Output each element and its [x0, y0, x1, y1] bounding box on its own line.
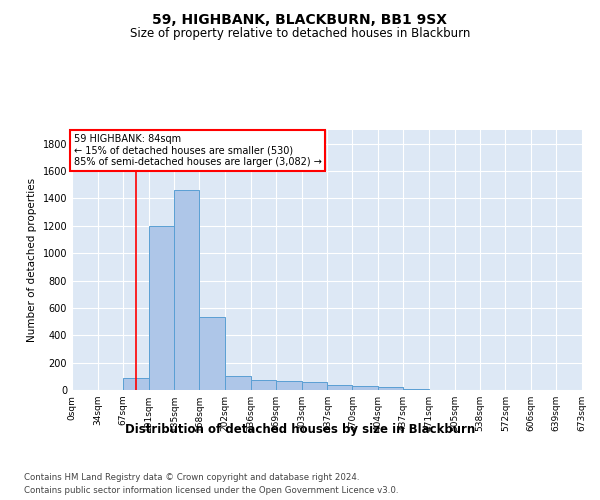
Text: 59, HIGHBANK, BLACKBURN, BB1 9SX: 59, HIGHBANK, BLACKBURN, BB1 9SX [152, 12, 448, 26]
Text: Contains HM Land Registry data © Crown copyright and database right 2024.: Contains HM Land Registry data © Crown c… [24, 472, 359, 482]
Bar [149, 226, 175, 390]
Bar [199, 318, 225, 390]
Bar [302, 382, 328, 390]
Text: 59 HIGHBANK: 84sqm
← 15% of detached houses are smaller (530)
85% of semi-detach: 59 HIGHBANK: 84sqm ← 15% of detached hou… [74, 134, 322, 168]
Text: Distribution of detached houses by size in Blackburn: Distribution of detached houses by size … [125, 422, 475, 436]
Bar [251, 380, 276, 390]
Bar [225, 376, 251, 390]
Bar [378, 388, 403, 390]
Bar [276, 381, 302, 390]
Bar [328, 385, 352, 390]
Bar [352, 386, 378, 390]
Y-axis label: Number of detached properties: Number of detached properties [27, 178, 37, 342]
Text: Contains public sector information licensed under the Open Government Licence v3: Contains public sector information licen… [24, 486, 398, 495]
Bar [123, 378, 149, 390]
Text: Size of property relative to detached houses in Blackburn: Size of property relative to detached ho… [130, 28, 470, 40]
Bar [175, 190, 199, 390]
